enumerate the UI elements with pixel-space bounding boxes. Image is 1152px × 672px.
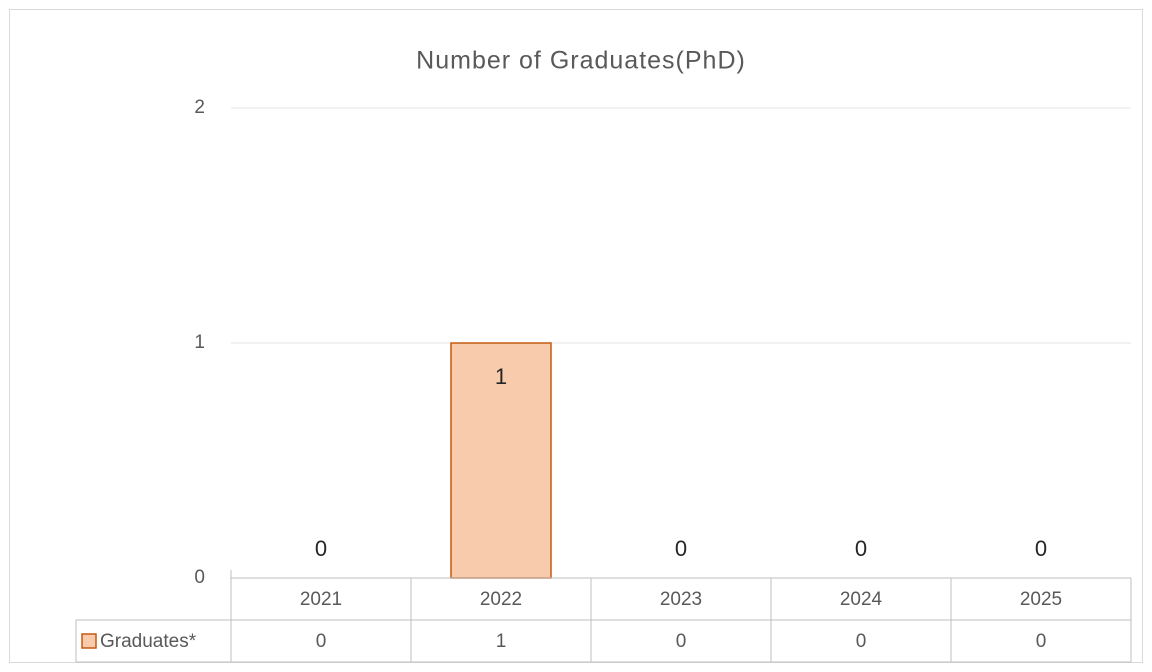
- table-value: 0: [856, 631, 867, 652]
- legend-swatch: [81, 633, 97, 649]
- legend-label: Graduates*: [100, 631, 197, 652]
- data-label: 0: [675, 536, 687, 561]
- table-value: 1: [496, 631, 507, 652]
- table-value: 0: [316, 631, 327, 652]
- data-label: 0: [315, 536, 327, 561]
- chart-title: Number of Graduates(PhD): [416, 47, 746, 75]
- x-tick-label: 2025: [1020, 589, 1062, 610]
- data-label: 0: [1035, 536, 1047, 561]
- table-value: 0: [1036, 631, 1047, 652]
- x-tick-label: 2024: [840, 589, 883, 610]
- bar: [450, 342, 552, 579]
- chart-frame: [9, 9, 1143, 663]
- x-tick-label: 2022: [480, 589, 522, 610]
- y-tick-label: 0: [194, 567, 205, 588]
- data-label: 1: [495, 364, 507, 389]
- data-label: 0: [855, 536, 867, 561]
- x-tick-label: 2023: [660, 589, 702, 610]
- y-tick-label: 2: [194, 97, 205, 118]
- y-tick-label: 1: [194, 332, 205, 353]
- table-value: 0: [676, 631, 687, 652]
- x-tick-label: 2021: [300, 589, 342, 610]
